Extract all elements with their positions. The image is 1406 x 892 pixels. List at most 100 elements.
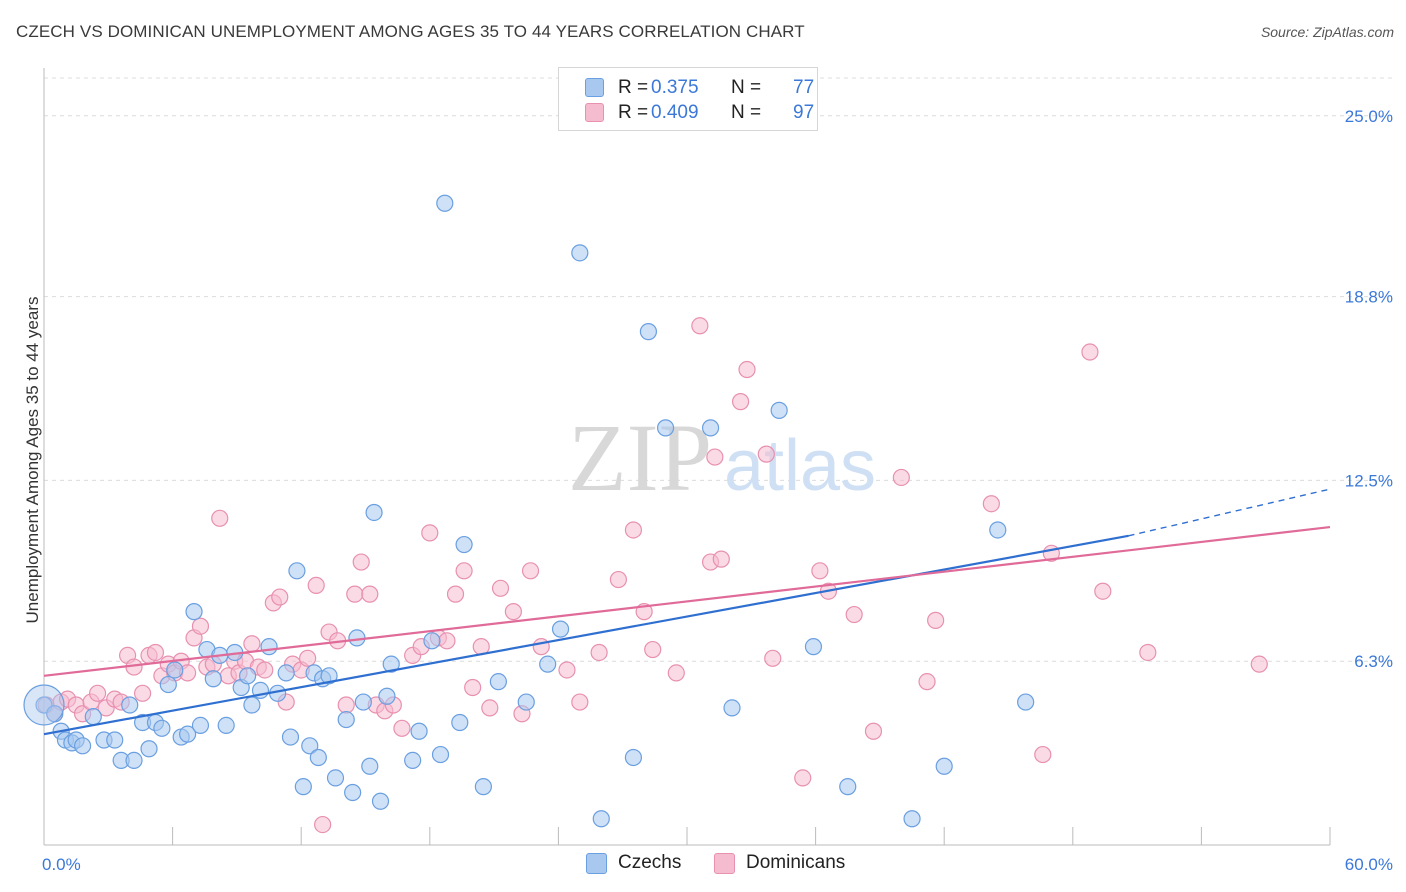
x-tick-label-max: 60.0% [1345,855,1393,874]
czech-point [243,696,261,714]
czech-point [125,751,143,770]
dominican-point [352,553,370,571]
dominican-point [361,585,379,603]
czech-point [106,731,124,749]
chart-title: CZECH VS DOMINICAN UNEMPLOYMENT AMONG AG… [16,22,805,41]
dominican-point [521,562,540,580]
czech-point [73,737,92,755]
dominican-point [794,769,812,787]
czech-point [770,401,788,419]
czech-point [191,716,210,735]
source-label: Source: ZipAtlas.com [1260,24,1394,40]
n-value: 77 [793,77,815,98]
dominican-point [421,524,439,542]
czech-point [277,664,295,682]
czech-point [361,757,379,775]
dominican-point [146,643,165,662]
czech-point [301,737,319,755]
correlation-legend: R = 0.375 N = 77 R = 0.409 N = 97 [558,67,818,131]
y-tick-label: 12.5% [1345,471,1393,490]
dominican-point [532,638,550,656]
czech-point [903,810,921,828]
czech-legend-swatch [586,853,607,874]
dominican-point [982,495,1000,513]
dominican-point [691,317,709,335]
czech-point [185,603,203,621]
czech-point [153,719,171,737]
czech-point [371,792,390,810]
dominican-point [764,649,782,667]
dominican-point [504,603,522,621]
dominican-legend-label: Dominicans [746,852,846,873]
dominican-point [464,678,482,697]
r-value: 0.375 [651,77,699,98]
watermark-zip: ZIP [568,404,712,511]
dominican-point [491,579,510,597]
dominican-point [271,588,289,606]
dominican-point [845,605,863,624]
dominican-point [1034,745,1052,764]
r-label: R = [618,77,649,98]
dominican-point [191,617,210,635]
dominican-point [481,699,499,717]
dominican-point [1081,343,1099,361]
y-tick-label: 25.0% [1345,107,1393,126]
czech-point [281,728,300,746]
dominican-point [927,611,945,629]
watermark: ZIP atlas [568,404,876,511]
dominican-point [811,562,829,580]
r-label: R = [618,102,649,123]
czech-points [23,194,1035,828]
czech-point [935,757,953,775]
dominican-point [571,693,589,711]
dominican-point [706,448,724,466]
r-value: 0.409 [651,102,699,123]
dominican-point [337,696,355,714]
czech-trend-line [43,534,1129,736]
czech-point [656,419,675,437]
dominican-point [1094,582,1112,600]
czech-point [539,655,557,673]
tick-labels: 6.3% 12.5% 18.8% 25.0% 0.0% 60.0% [42,107,1393,874]
dominican-point [438,632,456,650]
czech-point [354,693,372,711]
axes [43,68,1331,846]
dominican-point [918,673,936,691]
czech-point [121,696,139,714]
czech-point [84,708,102,726]
dominican-swatch [585,103,604,122]
czech-point [294,778,312,796]
dominican-point [299,649,317,667]
dominican-trend-line [43,525,1331,677]
czech-point [326,769,345,787]
czech-point [288,562,306,580]
czech-point [639,323,658,341]
dominican-point [88,684,107,702]
czech-point [571,244,589,262]
czech-point [624,748,643,767]
dominican-point [256,661,274,679]
czech-point [404,751,422,770]
dominican-point [558,661,576,679]
czech-point [592,810,610,828]
grid-lines [44,77,1395,662]
dominican-point [346,585,364,603]
n-label: N = [731,77,762,98]
dominican-point [738,360,756,379]
czech-point [701,419,720,437]
czech-trend-extension [1128,488,1331,537]
czech-point [455,535,473,554]
dominican-point [455,562,473,580]
czech-point [804,638,823,656]
czech-point [159,675,177,694]
dominican-legend-swatch [714,853,735,874]
czech-point [204,670,222,688]
czech-point [378,687,396,705]
dominican-point [609,570,628,589]
dominican-point [624,521,643,539]
x-tick-label-min: 0.0% [42,855,81,874]
czech-point [260,638,278,656]
dominican-point [211,509,229,527]
dominican-point [757,445,775,463]
